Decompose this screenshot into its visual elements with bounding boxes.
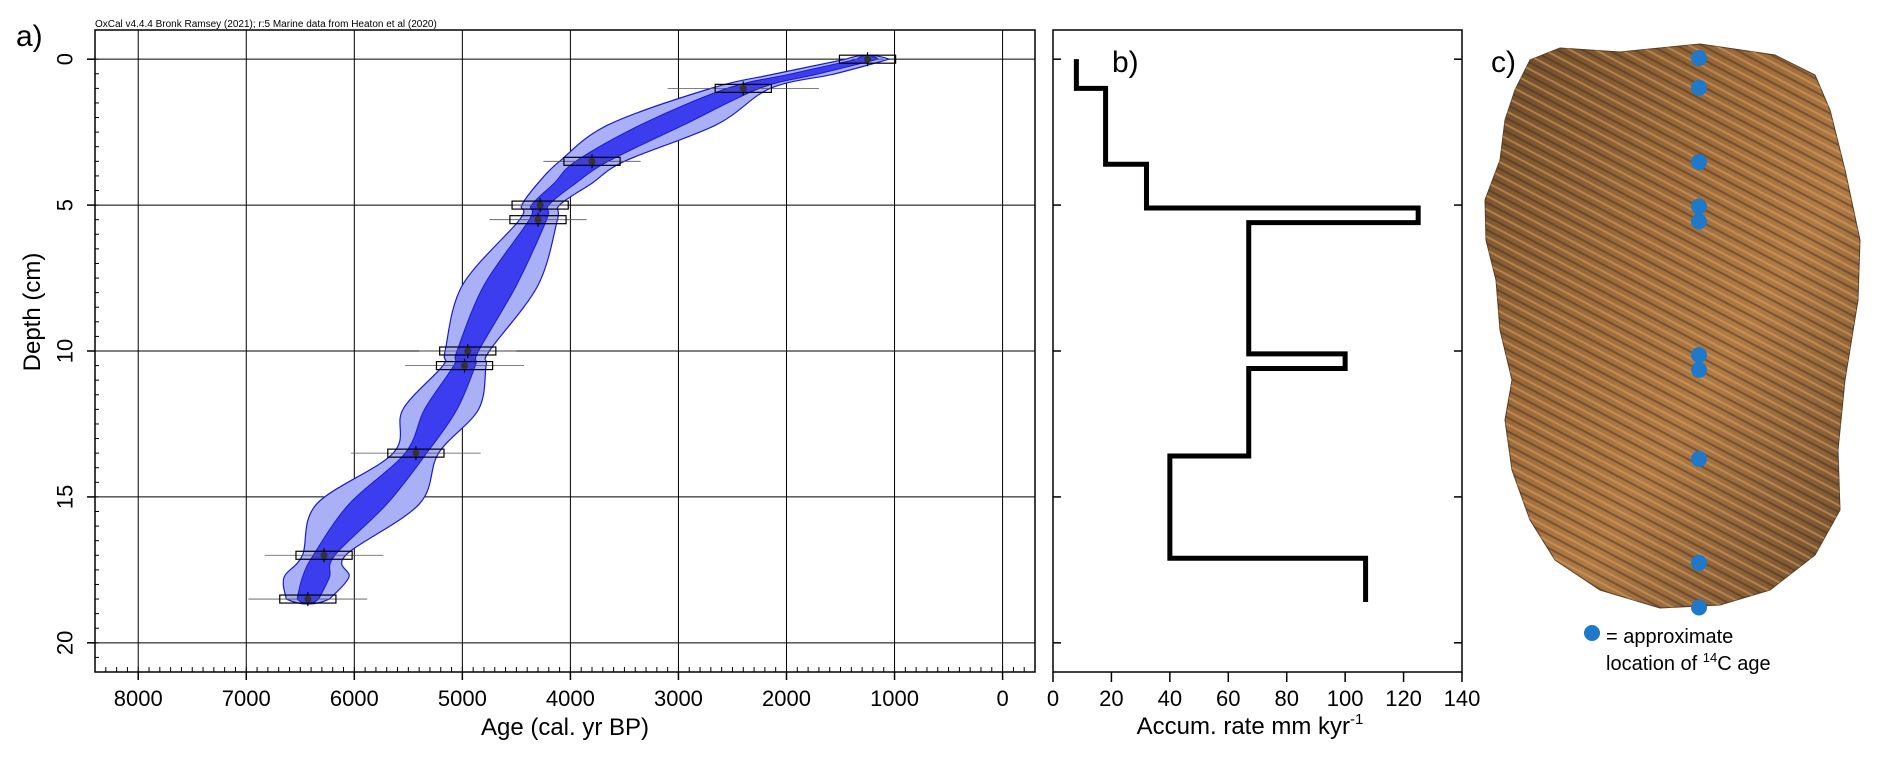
- sample-location-dot: [1691, 361, 1707, 378]
- sample-marker: [461, 362, 469, 370]
- sample-marker: [464, 347, 472, 355]
- y-tick-label: 15: [53, 485, 78, 509]
- sample-marker: [864, 55, 872, 63]
- sample-location-dot: [1691, 213, 1707, 230]
- x-tick-label: 1000: [870, 686, 919, 711]
- panel-a-grid: [95, 30, 1035, 672]
- sample-marker: [588, 157, 596, 165]
- panel-a-xlabel: Age (cal. yr BP): [481, 714, 649, 741]
- sample-location-dot: [1691, 198, 1707, 215]
- panel-b-xlabel: Accum. rate mm kyr-1: [1137, 711, 1364, 740]
- sample-location-dot: [1691, 450, 1707, 467]
- legend-dot: [1584, 625, 1600, 641]
- b-x-tick-label: 120: [1385, 686, 1422, 711]
- sample-location-dot: [1691, 347, 1707, 363]
- sample-error-bars: [248, 52, 897, 607]
- oxcal-credit: OxCal v4.4.4 Bronk Ramsey (2021); r:5 Ma…: [95, 19, 437, 30]
- b-x-tick-label: 0: [1047, 686, 1059, 711]
- y-tick-label: 10: [53, 339, 78, 363]
- legend-line-1: = approximate: [1606, 626, 1733, 648]
- age-depth-envelope: [282, 54, 892, 605]
- legend-sup: 14: [1703, 650, 1717, 665]
- sample-marker: [304, 595, 312, 603]
- x-tick-label: 2000: [762, 686, 811, 711]
- sample-location-dot: [1691, 599, 1707, 616]
- sample-location-dot: [1691, 153, 1707, 170]
- x-tick-label: 3000: [654, 686, 703, 711]
- panel-b: 0 20 40 60 80 100 120 140 Accum. rate mm kyr-1: [1047, 29, 1481, 740]
- sample-location-dot: [1691, 50, 1707, 66]
- sample-marker: [534, 216, 542, 224]
- envelope-95: [282, 54, 892, 605]
- sample-marker: [739, 84, 747, 92]
- sample-marker: [412, 449, 420, 457]
- b-x-tick-label: 60: [1216, 686, 1240, 711]
- accumulation-rate-line: [1073, 59, 1421, 602]
- b-x-tick-label: 80: [1274, 686, 1298, 711]
- y-tick-label: 5: [53, 199, 78, 211]
- b-x-tick-label: 20: [1099, 686, 1123, 711]
- panel-a: OxCal v4.4.4 Bronk Ramsey (2021); r:5 Ma…: [19, 19, 1036, 741]
- panel-b-xlabel-sup: -1: [1350, 711, 1363, 728]
- sample-marker: [320, 551, 328, 559]
- b-x-tick-label: 40: [1158, 686, 1182, 711]
- sample-location-dots: [1691, 50, 1707, 616]
- x-tick-label: 7000: [222, 686, 271, 711]
- x-tick-label: 4000: [546, 686, 595, 711]
- panel-a-ticks: 8000 7000 6000 5000 4000 3000 2000 1000 0 0 5 10 15 2…: [53, 53, 1025, 711]
- y-tick-label: 0: [53, 53, 78, 65]
- x-tick-label: 8000: [114, 686, 163, 711]
- panel-c-letter: c): [1491, 46, 1516, 79]
- sample-location-dot: [1691, 554, 1707, 571]
- sample-marker: [536, 201, 544, 209]
- x-tick-label: 6000: [330, 686, 379, 711]
- panel-a-letter: a): [16, 20, 43, 53]
- panel-b-frame: [1052, 29, 1463, 673]
- core-texture: [1485, 44, 1860, 608]
- b-x-tick-label: 100: [1327, 686, 1364, 711]
- b-x-tick-label: 140: [1444, 686, 1481, 711]
- legend-line-2: location of 14C age: [1606, 650, 1771, 675]
- x-tick-label: 5000: [438, 686, 487, 711]
- panel-c: = approximate location of 14C age: [1484, 43, 1861, 675]
- panel-b-ticks: 0 20 40 60 80 100 120 140: [1047, 58, 1481, 711]
- x-tick-label: 0: [996, 686, 1008, 711]
- sample-location-dot: [1691, 79, 1707, 96]
- y-tick-label: 20: [53, 631, 78, 655]
- panel-b-letter: b): [1112, 46, 1139, 79]
- panel-a-ylabel: Depth (cm): [19, 253, 46, 372]
